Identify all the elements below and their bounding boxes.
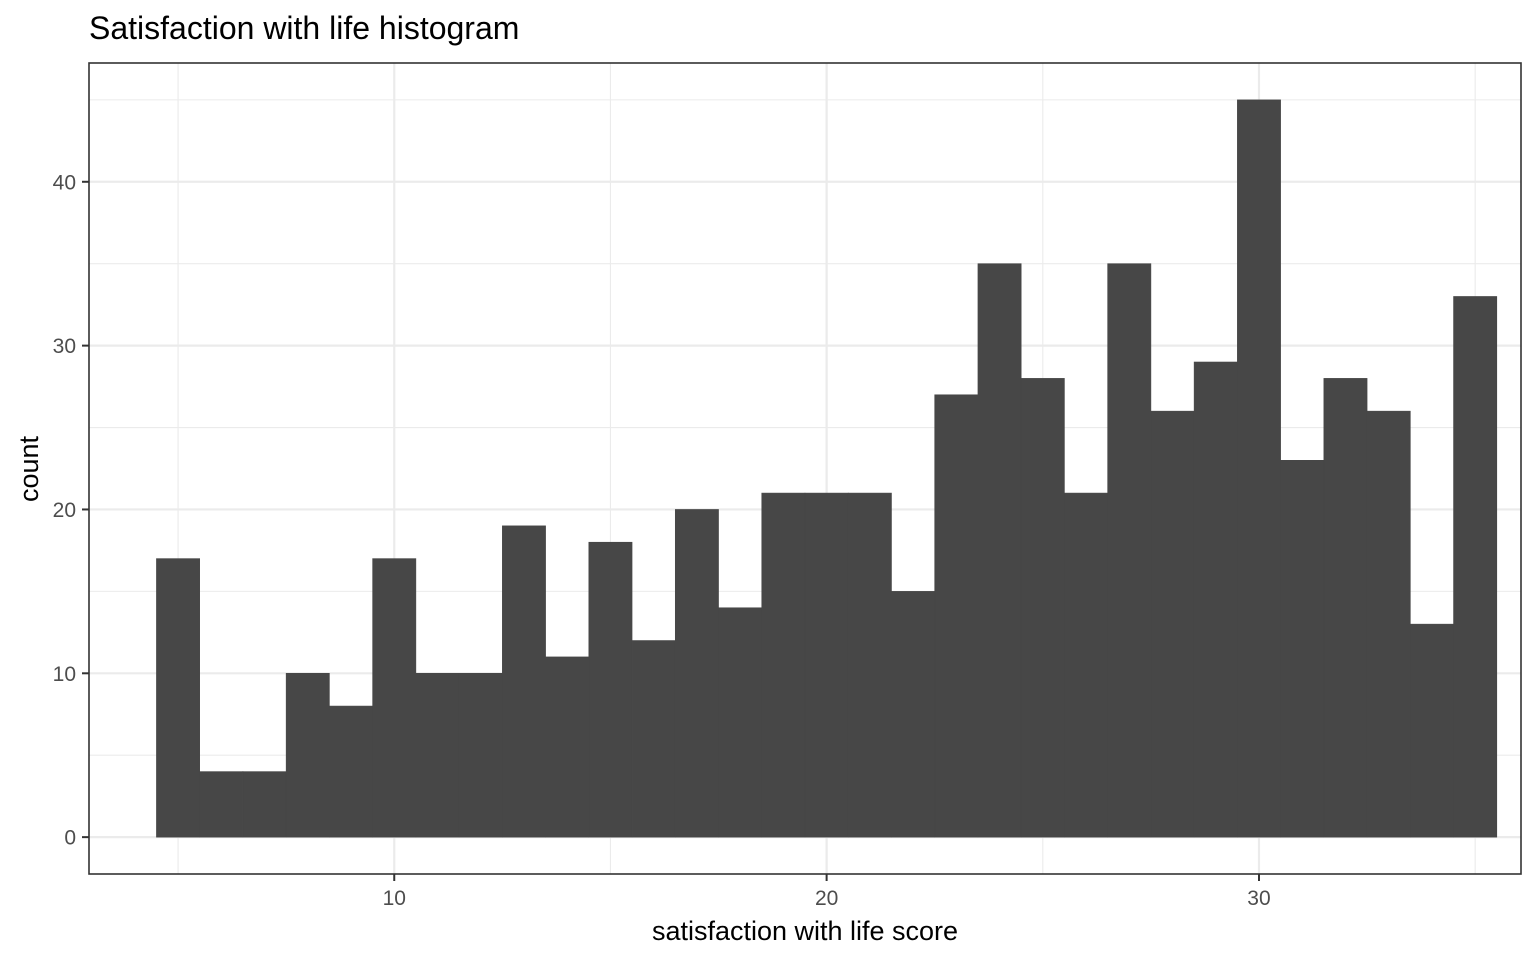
histogram-bar: [847, 492, 892, 838]
x-tick-label: 20: [815, 887, 838, 910]
histogram-bar: [804, 492, 849, 838]
histogram-bar: [329, 705, 373, 838]
histogram-bar: [1366, 410, 1411, 838]
y-tick-label: 30: [53, 335, 76, 358]
histogram-bar: [631, 640, 676, 838]
histogram-bar: [1107, 263, 1152, 838]
histogram-bar: [718, 607, 763, 838]
histogram-bar: [156, 558, 200, 838]
x-tick-label: 30: [1247, 887, 1270, 910]
y-tick-label: 0: [64, 827, 76, 850]
histogram-bar: [674, 509, 719, 838]
y-tick-label: 10: [53, 663, 76, 686]
histogram-bar: [199, 771, 244, 838]
histogram-bar: [1453, 296, 1498, 838]
x-axis-title: satisfaction with life score: [652, 916, 958, 946]
histogram-bar: [1410, 623, 1454, 838]
axis-ticks: [82, 180, 1260, 881]
histogram-bar: [1020, 378, 1065, 838]
histogram-bar: [1280, 460, 1325, 838]
y-tick-label: 40: [53, 171, 76, 194]
histogram-bar: [761, 492, 806, 838]
axis-tick-labels: 10 20 30 0 10 20 30 40: [53, 171, 1271, 910]
histogram-bars: [156, 99, 1498, 838]
histogram-bar: [1237, 99, 1281, 838]
histogram-bar: [285, 672, 330, 838]
histogram-bar: [1193, 361, 1238, 838]
histogram-bar: [1323, 378, 1368, 838]
histogram-bar: [1064, 492, 1108, 838]
plot-panel-border: [88, 62, 1522, 875]
histogram-bar: [545, 656, 590, 838]
histogram-bar: [242, 771, 287, 838]
histogram-bar: [891, 591, 936, 838]
histogram-bar: [502, 525, 546, 838]
histogram-bar: [934, 394, 979, 838]
histogram-bar: [588, 541, 633, 838]
x-tick-label: 10: [383, 887, 406, 910]
histogram-bar: [1150, 410, 1195, 838]
histogram-bar: [372, 558, 417, 838]
y-axis-title: count: [14, 435, 44, 502]
histogram-bar: [977, 263, 1022, 838]
chart-title: Satisfaction with life histogram: [89, 10, 519, 46]
histogram-bar: [415, 672, 460, 838]
histogram-bar: [458, 672, 503, 838]
y-tick-label: 20: [53, 499, 76, 522]
